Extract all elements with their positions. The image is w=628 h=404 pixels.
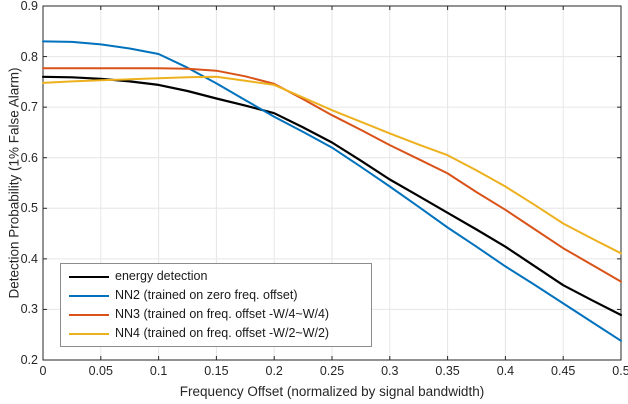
legend: energy detection NN2 (trained on zero fr… [60, 263, 372, 347]
x-tick-label: 0.4 [496, 364, 515, 378]
curve-nn3 [42, 67, 622, 283]
x-tick-label: 0 [39, 364, 47, 378]
legend-item-energy-detection: energy detection [61, 268, 371, 286]
y-tick-label: 0.3 [20, 302, 38, 317]
x-axis-label: Frequency Offset (normalized by signal b… [179, 384, 485, 399]
legend-item-nn3: NN3 (trained on freq. offset -W/4~W/4) [61, 306, 371, 324]
x-tick-label: 0.5 [612, 364, 628, 378]
curve-nn4 [42, 75, 622, 255]
x-tick-label: 0.1 [149, 364, 168, 378]
y-tick-label: 0.6 [20, 150, 38, 165]
y-axis-label: Detection Probability (1% False Alarm) [6, 67, 22, 299]
legend-label: NN2 (trained on zero freq. offset) [115, 288, 298, 303]
legend-item-nn4: NN4 (trained on freq. offset -W/2~W/2) [61, 325, 371, 343]
legend-label: energy detection [115, 269, 208, 284]
y-tick-label: 0.5 [20, 201, 38, 216]
curve-energy [41, 75, 623, 317]
legend-item-nn2: NN2 (trained on zero freq. offset) [61, 287, 371, 305]
y-tick-label: 0.9 [20, 0, 38, 13]
legend-line-sample-nn3 [69, 313, 109, 316]
x-tick-label: 0.2 [265, 364, 283, 378]
y-tick-label: 0.4 [20, 251, 38, 266]
curve-nn2 [42, 40, 622, 342]
y-tick-label: 0.8 [20, 49, 38, 64]
legend-line-sample-nn2 [69, 294, 109, 297]
legend-line-sample-energy-detection [69, 275, 109, 278]
legend-label: NN3 (trained on freq. offset -W/4~W/4) [115, 307, 330, 322]
y-tick-label: 0.2 [20, 352, 38, 367]
legend-line-sample-nn4 [69, 332, 109, 335]
x-tick-label: 0.45 [551, 364, 576, 378]
x-tick-label: 0.25 [319, 364, 345, 378]
y-tick-label: 0.7 [20, 99, 38, 114]
x-tick-label: 0.15 [204, 364, 229, 378]
x-tick-label: 0.35 [435, 364, 460, 378]
legend-label: NN4 (trained on freq. offset -W/2~W/2) [115, 326, 330, 341]
x-tick-label: 0.05 [88, 364, 113, 378]
x-tick-label: 0.3 [381, 364, 399, 378]
